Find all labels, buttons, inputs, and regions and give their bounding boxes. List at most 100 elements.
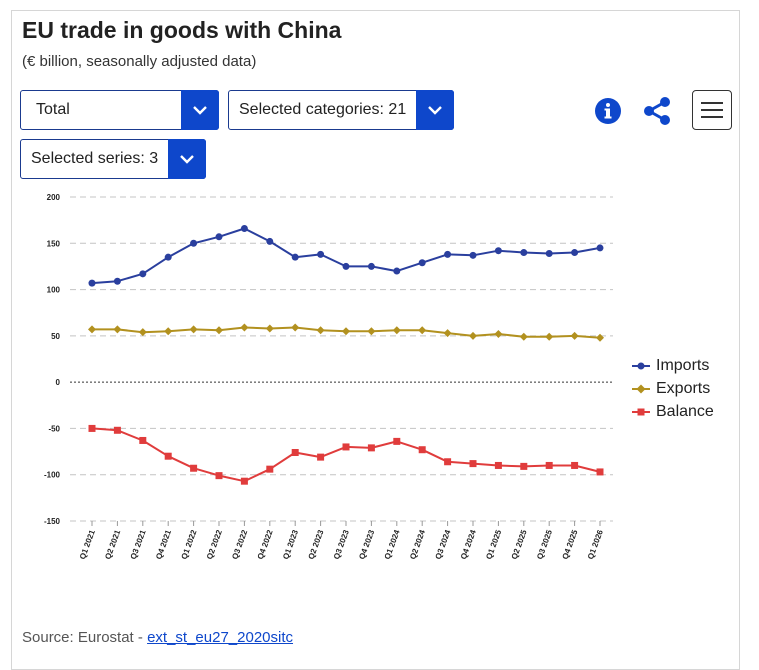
chevron-down-icon[interactable] bbox=[181, 90, 219, 130]
data-point bbox=[367, 327, 376, 336]
data-point bbox=[367, 444, 375, 452]
y-tick-label: 100 bbox=[47, 286, 61, 295]
chevron-down-icon[interactable] bbox=[416, 90, 454, 130]
data-point bbox=[545, 332, 554, 341]
chevron-down-icon[interactable] bbox=[168, 139, 206, 179]
data-point bbox=[342, 262, 350, 270]
data-point bbox=[317, 250, 325, 258]
legend-label: Balance bbox=[656, 402, 714, 420]
data-point bbox=[215, 233, 223, 241]
y-tick-label: 0 bbox=[56, 378, 61, 387]
data-point bbox=[317, 453, 325, 461]
data-point bbox=[571, 461, 579, 469]
source-note: Source: Eurostat - ext_st_eu27_2020sitc bbox=[22, 629, 293, 646]
data-point bbox=[113, 325, 122, 334]
x-tick-label: Q1 2024 bbox=[383, 528, 402, 560]
data-point bbox=[520, 462, 528, 470]
series-dropdown[interactable]: Selected series: 3 bbox=[20, 139, 206, 179]
data-point bbox=[113, 426, 121, 434]
x-tick-label: Q4 2024 bbox=[459, 528, 478, 560]
x-tick-label: Q1 2021 bbox=[78, 528, 97, 560]
x-tick-label: Q2 2021 bbox=[103, 528, 122, 560]
data-point bbox=[418, 446, 426, 454]
series-dropdown-label: Selected series: 3 bbox=[31, 150, 159, 167]
data-point bbox=[596, 244, 604, 252]
y-axis: 200 150 100 50 0 -50 -100 -150 bbox=[44, 193, 61, 526]
legend-item-exports[interactable]: Exports bbox=[632, 377, 714, 400]
data-point bbox=[393, 267, 401, 275]
diamond-marker-icon bbox=[632, 384, 650, 393]
share-icon[interactable] bbox=[641, 95, 673, 132]
data-point bbox=[418, 259, 426, 267]
x-tick-label: Q2 2023 bbox=[307, 528, 326, 560]
source-prefix: Source: Eurostat - bbox=[22, 629, 148, 646]
data-point bbox=[113, 277, 121, 285]
legend-label: Exports bbox=[656, 379, 711, 397]
data-point bbox=[266, 465, 274, 473]
data-point bbox=[596, 468, 604, 476]
data-point bbox=[215, 326, 223, 335]
grid bbox=[70, 196, 613, 522]
data-point bbox=[494, 461, 502, 469]
x-tick-label: Q4 2022 bbox=[256, 528, 275, 560]
source-link[interactable]: ext_st_eu27_2020sitc bbox=[147, 629, 294, 646]
data-point bbox=[291, 323, 300, 332]
total-dropdown[interactable]: Total bbox=[20, 90, 219, 130]
x-tick-label: Q2 2022 bbox=[205, 528, 224, 560]
series-exports bbox=[88, 323, 604, 342]
y-tick-label: 50 bbox=[51, 332, 60, 341]
x-tick-label: Q2 2025 bbox=[510, 528, 529, 560]
x-tick-label: Q1 2026 bbox=[586, 528, 605, 560]
data-point bbox=[88, 279, 96, 287]
data-point bbox=[444, 458, 452, 466]
x-tick-label: Q1 2022 bbox=[180, 528, 199, 560]
data-point bbox=[316, 326, 325, 335]
data-point bbox=[291, 448, 299, 456]
y-tick-label: -50 bbox=[48, 424, 60, 433]
data-point bbox=[190, 464, 198, 472]
info-icon[interactable] bbox=[594, 97, 622, 130]
x-tick-label: Q4 2023 bbox=[357, 528, 376, 560]
x-tick-label: Q3 2023 bbox=[332, 528, 351, 560]
data-point bbox=[88, 424, 96, 432]
data-point bbox=[240, 224, 248, 232]
x-tick-label: Q4 2021 bbox=[154, 528, 173, 560]
series-imports bbox=[88, 224, 604, 287]
data-point bbox=[545, 249, 553, 257]
hamburger-menu-icon[interactable] bbox=[692, 90, 732, 130]
x-tick-label: Q3 2021 bbox=[129, 528, 148, 560]
x-tick-label: Q3 2025 bbox=[535, 528, 554, 560]
x-tick-label: Q3 2024 bbox=[434, 528, 453, 560]
data-point bbox=[138, 328, 147, 337]
data-point bbox=[266, 237, 274, 245]
y-tick-label: -100 bbox=[44, 471, 61, 480]
data-point bbox=[88, 325, 96, 334]
data-point bbox=[139, 270, 147, 278]
legend: Imports Exports Balance bbox=[632, 354, 714, 423]
legend-item-balance[interactable]: Balance bbox=[632, 400, 714, 423]
data-point bbox=[215, 472, 223, 480]
x-tick-label: Q3 2022 bbox=[230, 528, 249, 560]
circle-marker-icon bbox=[632, 362, 650, 369]
y-tick-label: 200 bbox=[47, 193, 61, 202]
data-point bbox=[469, 251, 477, 259]
data-point bbox=[494, 247, 502, 255]
data-point bbox=[342, 327, 350, 336]
data-point bbox=[469, 460, 477, 468]
x-tick-label: Q1 2025 bbox=[484, 528, 503, 560]
square-marker-icon bbox=[632, 408, 650, 415]
x-tick-label: Q2 2024 bbox=[408, 528, 427, 560]
y-tick-label: -150 bbox=[44, 517, 61, 526]
data-point bbox=[291, 253, 299, 261]
data-point bbox=[545, 461, 553, 469]
data-point bbox=[240, 323, 249, 332]
data-point bbox=[392, 326, 401, 335]
data-point bbox=[190, 239, 198, 247]
data-point bbox=[164, 327, 173, 336]
x-tick-label: Q1 2023 bbox=[281, 528, 300, 560]
categories-dropdown[interactable]: Selected categories: 21 bbox=[228, 90, 454, 130]
total-dropdown-label: Total bbox=[36, 101, 70, 118]
legend-item-imports[interactable]: Imports bbox=[632, 354, 714, 377]
data-point bbox=[265, 324, 274, 333]
data-point bbox=[596, 333, 604, 342]
